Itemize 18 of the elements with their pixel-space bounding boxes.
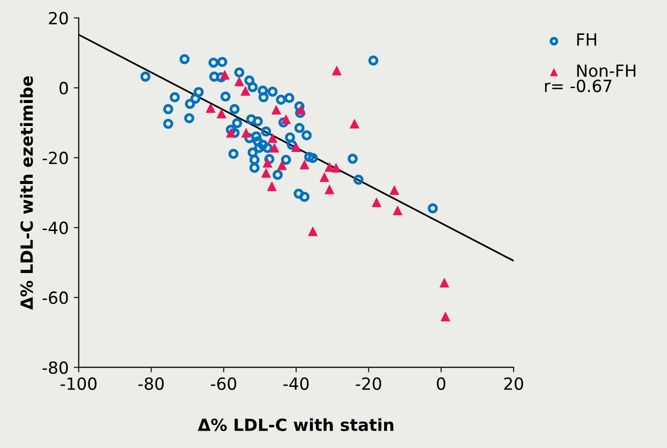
- y-axis-title: Δ% LDL-C with ezetimibe: [20, 76, 33, 310]
- x-tick-label: 0: [436, 377, 446, 390]
- y-tick-label: 20: [48, 12, 68, 24]
- y-tick-label: -60: [42, 291, 68, 304]
- text: r= -0.67: [545, 80, 612, 92]
- x-axis-title: Δ% LDL-C with statin: [198, 418, 394, 432]
- x-tick-label: 20: [504, 377, 524, 390]
- legend-label: FH: [577, 33, 596, 46]
- legend-label: Non-FH: [577, 64, 636, 77]
- x-tick-label: -20: [356, 377, 382, 390]
- x-tick-label: -60: [210, 377, 236, 390]
- x-tick-label: -100: [60, 377, 97, 390]
- x-tick-label: -40: [283, 377, 309, 390]
- y-tick-label: -20: [42, 152, 68, 164]
- y-tick-label: -40: [42, 222, 68, 234]
- x-tick-label: -80: [138, 377, 164, 390]
- y-tick-label: 0: [59, 82, 68, 94]
- y-tick-label: -80: [42, 361, 68, 374]
